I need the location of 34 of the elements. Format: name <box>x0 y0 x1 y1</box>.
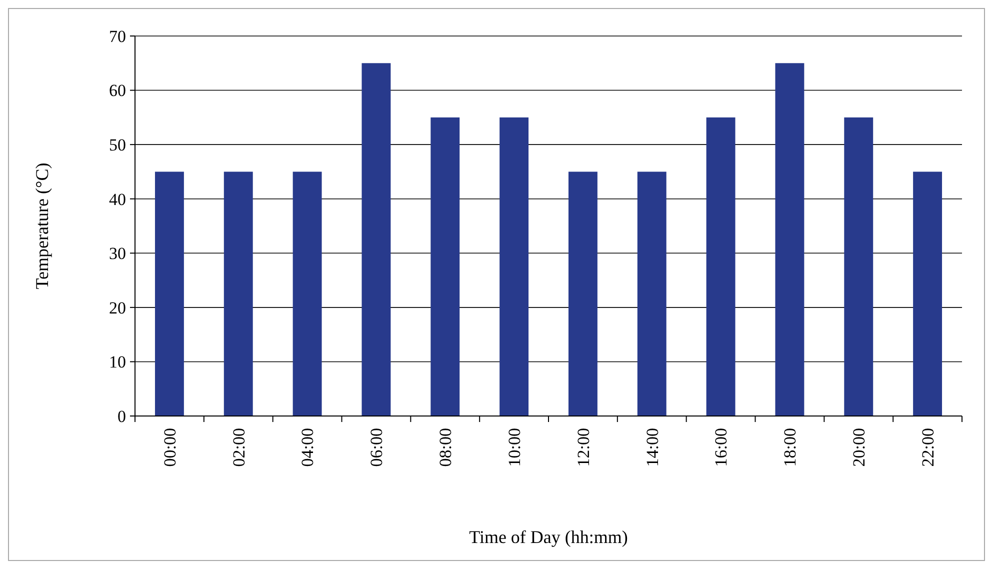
x-tick-label: 00:00 <box>160 428 180 467</box>
bar <box>913 172 942 416</box>
bar <box>500 117 529 416</box>
x-tick-label: 04:00 <box>298 428 318 467</box>
x-tick-label: 18:00 <box>780 428 800 467</box>
x-tick-label: 06:00 <box>367 428 386 467</box>
bar <box>706 117 736 416</box>
y-axis-title: Temperature (°C) <box>32 162 52 290</box>
bar <box>775 63 804 416</box>
bar <box>362 63 391 416</box>
y-tick-label: 0 <box>118 406 126 426</box>
bar <box>844 117 874 416</box>
x-tick-label: 20:00 <box>850 428 869 467</box>
y-tick-label: 60 <box>109 81 126 100</box>
bar <box>292 172 322 416</box>
bar <box>154 172 184 416</box>
x-tick-label: 02:00 <box>229 428 248 467</box>
x-tick-label: 08:00 <box>436 428 456 467</box>
y-tick-label: 30 <box>109 244 126 264</box>
y-tick-label: 10 <box>109 352 126 372</box>
x-tick-label: 22:00 <box>918 428 938 467</box>
x-tick-label: 16:00 <box>712 428 731 467</box>
x-tick-label: 14:00 <box>642 428 662 467</box>
y-tick-label: 40 <box>109 190 126 209</box>
y-tick-label: 50 <box>109 136 126 155</box>
bar <box>224 172 253 416</box>
bar <box>430 117 460 416</box>
x-tick-label: 12:00 <box>574 428 593 467</box>
x-axis-title: Time of Day (hh:mm) <box>469 527 628 547</box>
y-tick-label: 20 <box>109 298 126 318</box>
bar <box>637 172 666 416</box>
x-tick-label: 10:00 <box>504 428 524 467</box>
y-tick-label: 70 <box>109 26 126 46</box>
bar <box>568 172 598 416</box>
